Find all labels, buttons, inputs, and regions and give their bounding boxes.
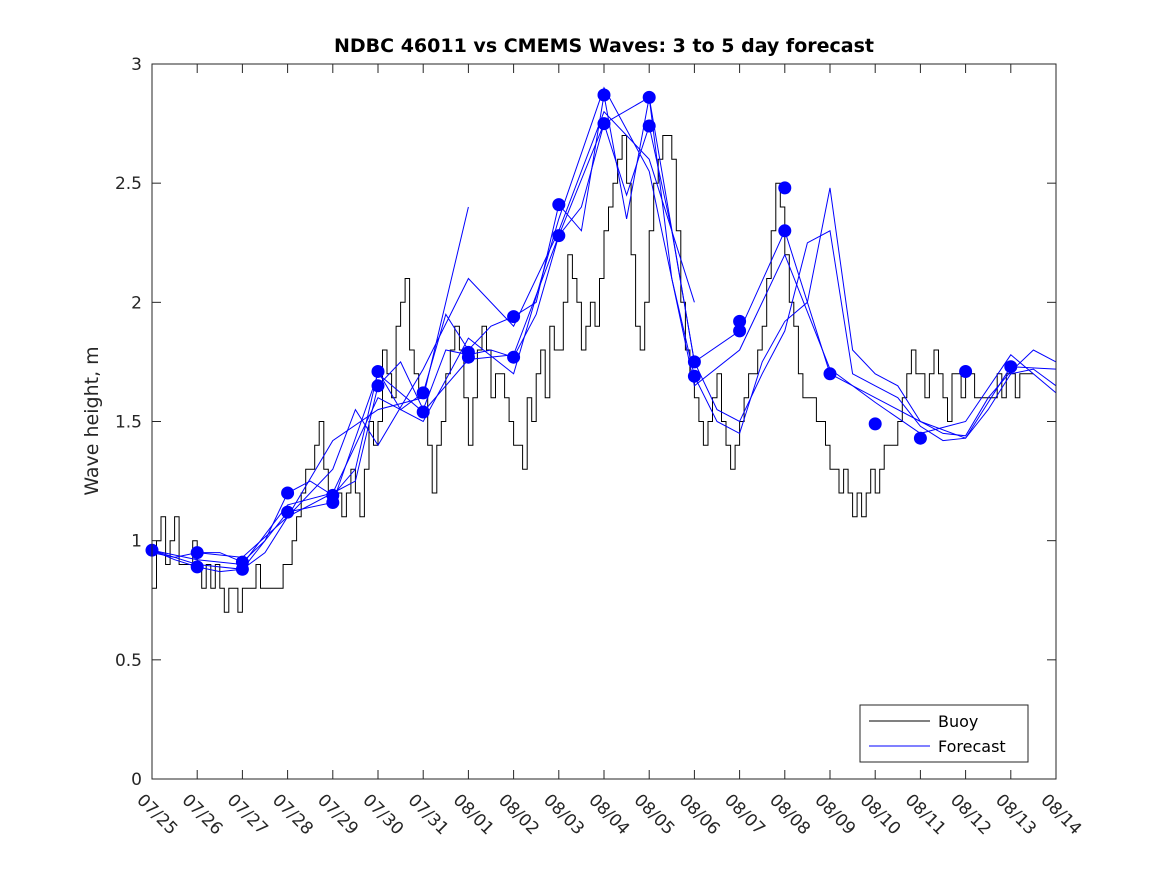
forecast-marker (416, 386, 430, 400)
forecast-marker (281, 486, 295, 500)
x-tick-label: 07/30 (358, 790, 407, 839)
forecast-marker (778, 181, 792, 195)
buoy-line (152, 135, 1034, 613)
y-tick-label: 3 (131, 55, 142, 75)
forecast-marker (190, 560, 204, 574)
legend-forecast-label: Forecast (938, 737, 1006, 756)
x-tick-label: 08/03 (539, 790, 588, 839)
forecast-marker (281, 505, 295, 519)
x-tick-label: 08/04 (584, 790, 633, 839)
x-tick-label: 07/29 (313, 790, 362, 839)
y-tick-label: 2.5 (115, 174, 142, 194)
forecast-marker (416, 405, 430, 419)
x-tick-label: 07/31 (404, 790, 453, 839)
forecast-marker (687, 355, 701, 369)
x-tick-label: 08/10 (856, 790, 905, 839)
forecast-marker (552, 198, 566, 212)
forecast-marker (190, 546, 204, 560)
forecast-marker (823, 367, 837, 381)
y-tick-label: 1 (131, 532, 142, 552)
legend-box (859, 704, 1029, 763)
forecast-marker (235, 562, 249, 576)
x-tick-label: 08/07 (720, 790, 769, 839)
forecast-line-6 (287, 110, 695, 518)
forecast-marker (371, 379, 385, 393)
forecast-marker (687, 369, 701, 383)
y-tick-label: 0.5 (115, 651, 142, 671)
x-tick-label: 08/02 (494, 790, 543, 839)
legend-buoy-label: Buoy (938, 712, 978, 731)
forecast-marker (778, 224, 792, 238)
forecast-marker (507, 310, 521, 324)
y-tick-label: 2 (131, 293, 142, 313)
x-tick-label: 08/11 (901, 790, 950, 839)
x-tick-label: 08/08 (765, 790, 814, 839)
forecast-marker (552, 229, 566, 243)
forecast-marker (913, 431, 927, 445)
x-tick-label: 07/28 (268, 790, 317, 839)
forecast-marker (642, 90, 656, 104)
forecast-marker (597, 88, 611, 102)
forecast-marker (868, 417, 882, 431)
legend: Buoy Forecast (859, 704, 1029, 763)
forecast-marker (959, 365, 973, 378)
x-tick-label: 08/14 (1036, 790, 1085, 839)
forecast-marker (597, 117, 611, 131)
forecast-marker (371, 365, 385, 378)
forecast-marker (461, 350, 475, 364)
buoy-series (152, 135, 1034, 613)
forecast-marker (642, 119, 656, 133)
x-tick-label: 07/25 (132, 790, 181, 839)
x-tick-label: 08/09 (810, 790, 859, 839)
x-tick-label: 08/13 (991, 790, 1040, 839)
y-axis-label: Wave height, m (81, 346, 103, 495)
forecast-marker (733, 324, 747, 338)
chart-title: NDBC 46011 vs CMEMS Waves: 3 to 5 day fo… (334, 35, 874, 57)
x-tick-label: 08/01 (449, 790, 498, 839)
y-tick-label: 1.5 (115, 413, 142, 433)
x-tick-label: 08/06 (675, 790, 724, 839)
forecast-marker (507, 350, 521, 364)
plot-area (152, 64, 1056, 779)
x-tick-label: 07/26 (178, 790, 227, 839)
forecast-marker (326, 496, 340, 509)
x-tick-label: 08/05 (630, 790, 679, 839)
x-tick-label: 07/27 (223, 790, 272, 839)
y-axis-ticks: 0 0.5 1 1.5 2 2.5 3 (115, 55, 1056, 790)
x-tick-label: 08/12 (946, 790, 995, 839)
y-tick-label: 0 (131, 770, 142, 790)
forecast-marker (1004, 360, 1018, 374)
